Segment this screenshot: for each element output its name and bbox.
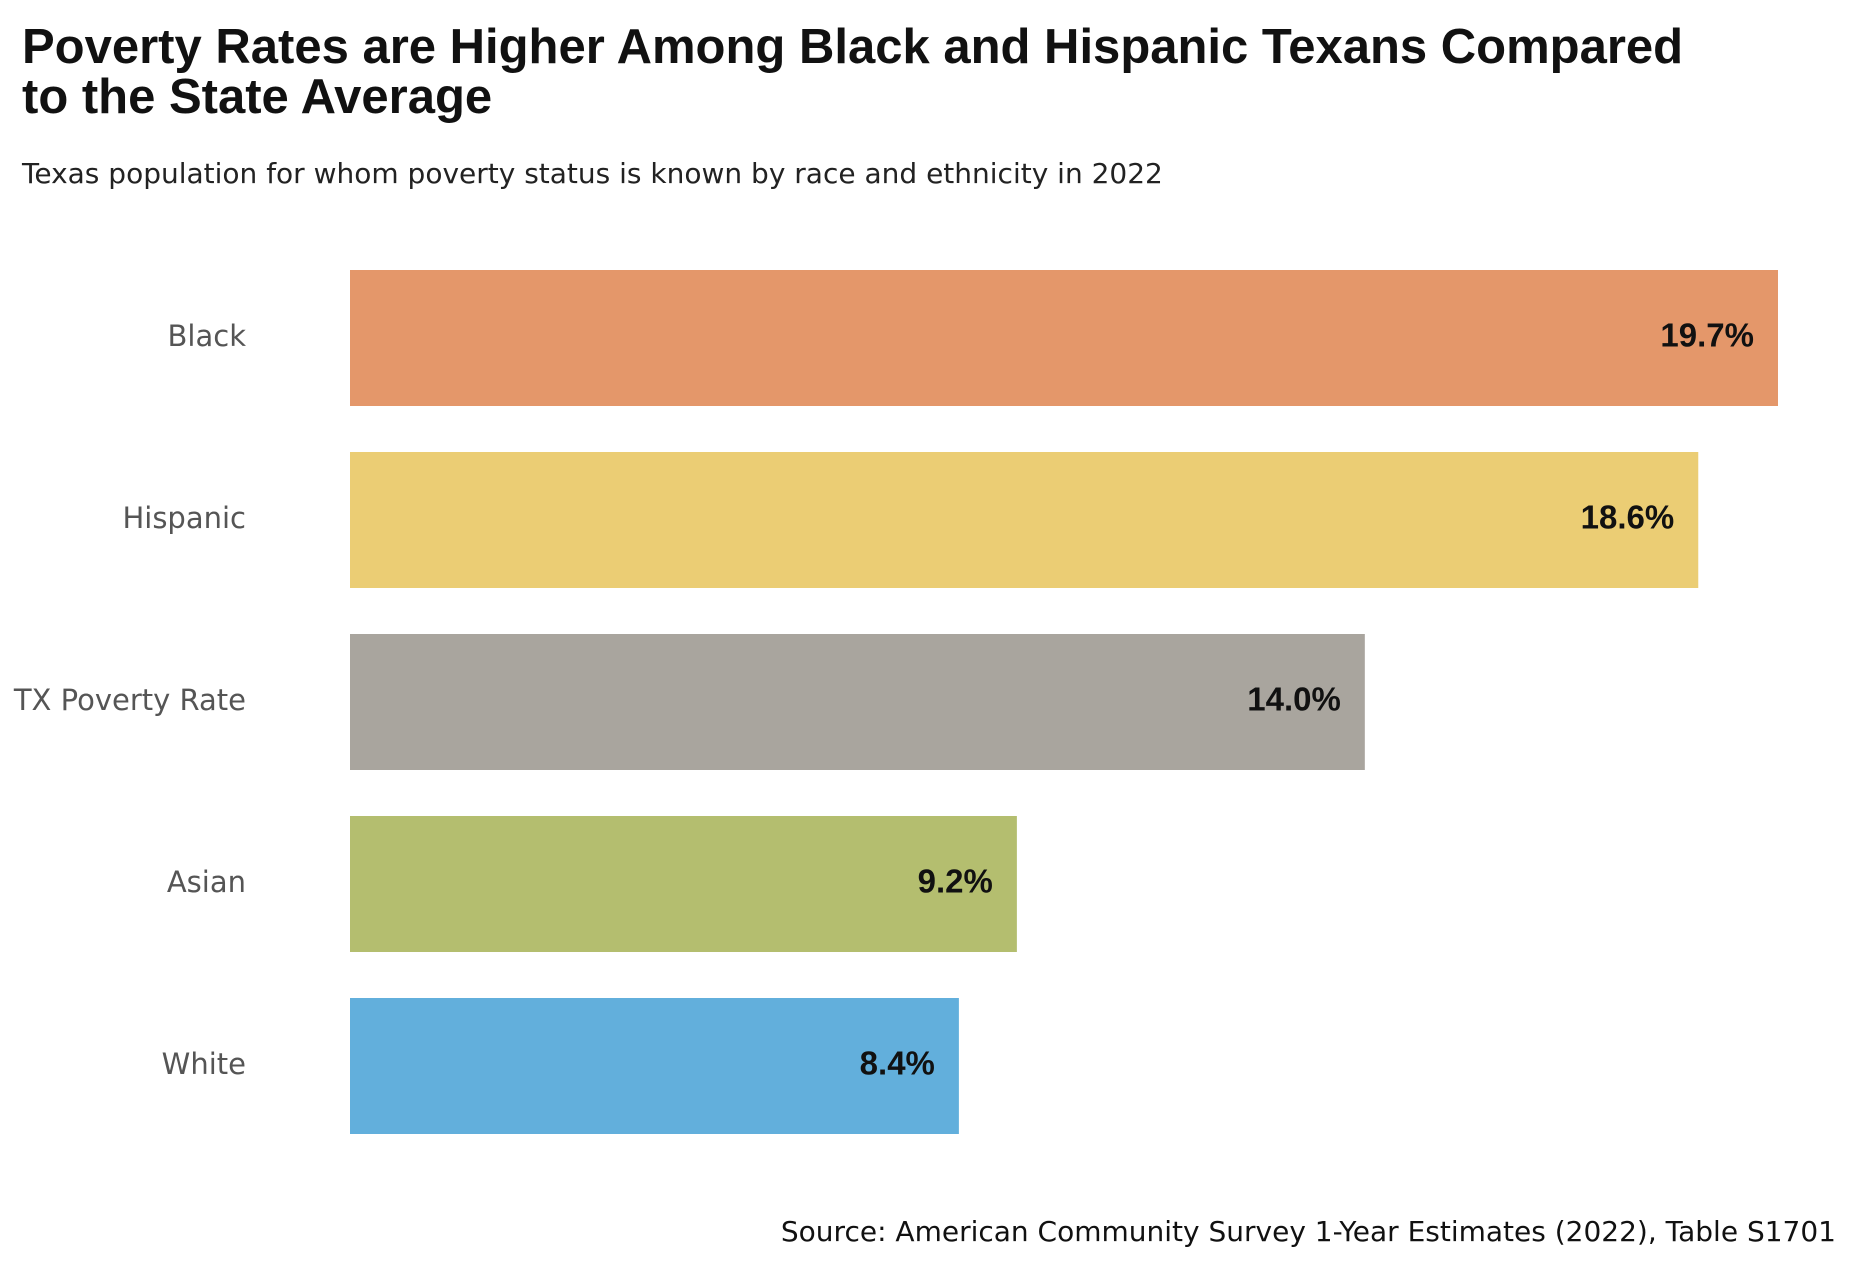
category-label: Hispanic	[122, 501, 246, 535]
category-label: Asian	[167, 865, 246, 899]
category-label: TX Poverty Rate	[13, 683, 246, 717]
bar-asian	[350, 816, 1017, 952]
chart-title: Poverty Rates are Higher Among Black and…	[22, 20, 1684, 124]
value-label: 8.4%	[860, 1045, 935, 1082]
value-label: 19.7%	[1660, 317, 1754, 354]
bar-black	[350, 270, 1778, 406]
bar-tx-poverty-rate	[350, 634, 1365, 770]
category-label: White	[162, 1047, 246, 1081]
category-label: Black	[168, 319, 247, 353]
value-label: 9.2%	[918, 863, 993, 900]
bar-group: Black 19.7% Hispanic 18.6% TX Poverty Rate 14…	[13, 270, 1778, 1134]
bar-hispanic	[350, 452, 1699, 588]
source-note: Source: American Community Survey 1-Year…	[780, 1215, 1836, 1248]
value-label: 18.6%	[1581, 499, 1675, 536]
value-label: 14.0%	[1247, 681, 1341, 718]
chart-subtitle: Texas population for whom poverty status…	[22, 157, 1163, 190]
bar-white	[350, 998, 959, 1134]
